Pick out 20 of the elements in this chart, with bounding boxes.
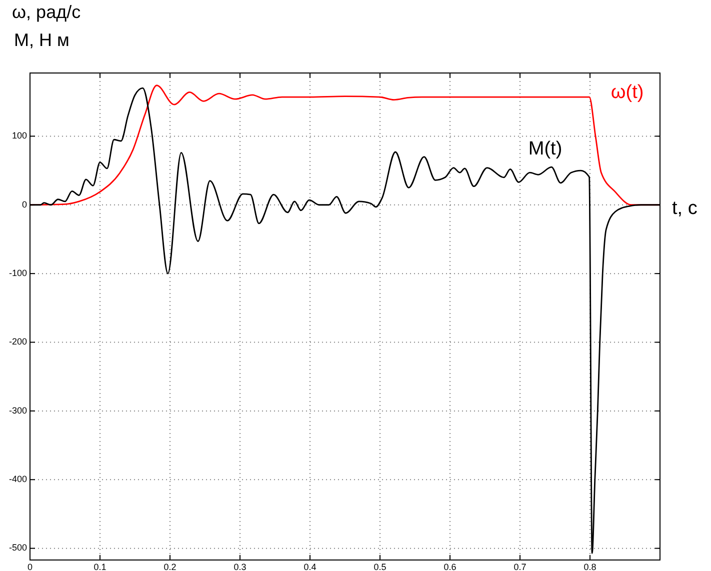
y-tick-label: -200 [8, 336, 27, 347]
x-tick-label: 0.2 [164, 562, 176, 571]
x-tick-label: 0 [27, 562, 33, 571]
y-tick-label: -300 [8, 405, 27, 416]
y-axis-title: ω, рад/с M, Н м [12, 2, 81, 50]
x-tick-label: 0.5 [374, 562, 386, 571]
x-axis-title: t, с [672, 198, 698, 219]
series-label: ω(t) [610, 82, 644, 104]
x-tick-label: 0.4 [304, 562, 316, 571]
x-tick-label: 0.6 [444, 562, 456, 571]
y-tick-label: -400 [8, 474, 27, 484]
x-tick-label: 0.8 [584, 562, 596, 571]
series-label: M(t) [528, 138, 562, 160]
y-tick-label: 0 [22, 199, 27, 210]
y-tick-label: -500 [8, 542, 27, 553]
y-tick-label: 100 [12, 130, 27, 141]
x-tick-label: 0.3 [234, 562, 246, 571]
x-tick-label: 0.7 [514, 562, 526, 571]
x-tick-label: 0.1 [94, 562, 106, 571]
y-tick-label: -100 [8, 268, 27, 278]
